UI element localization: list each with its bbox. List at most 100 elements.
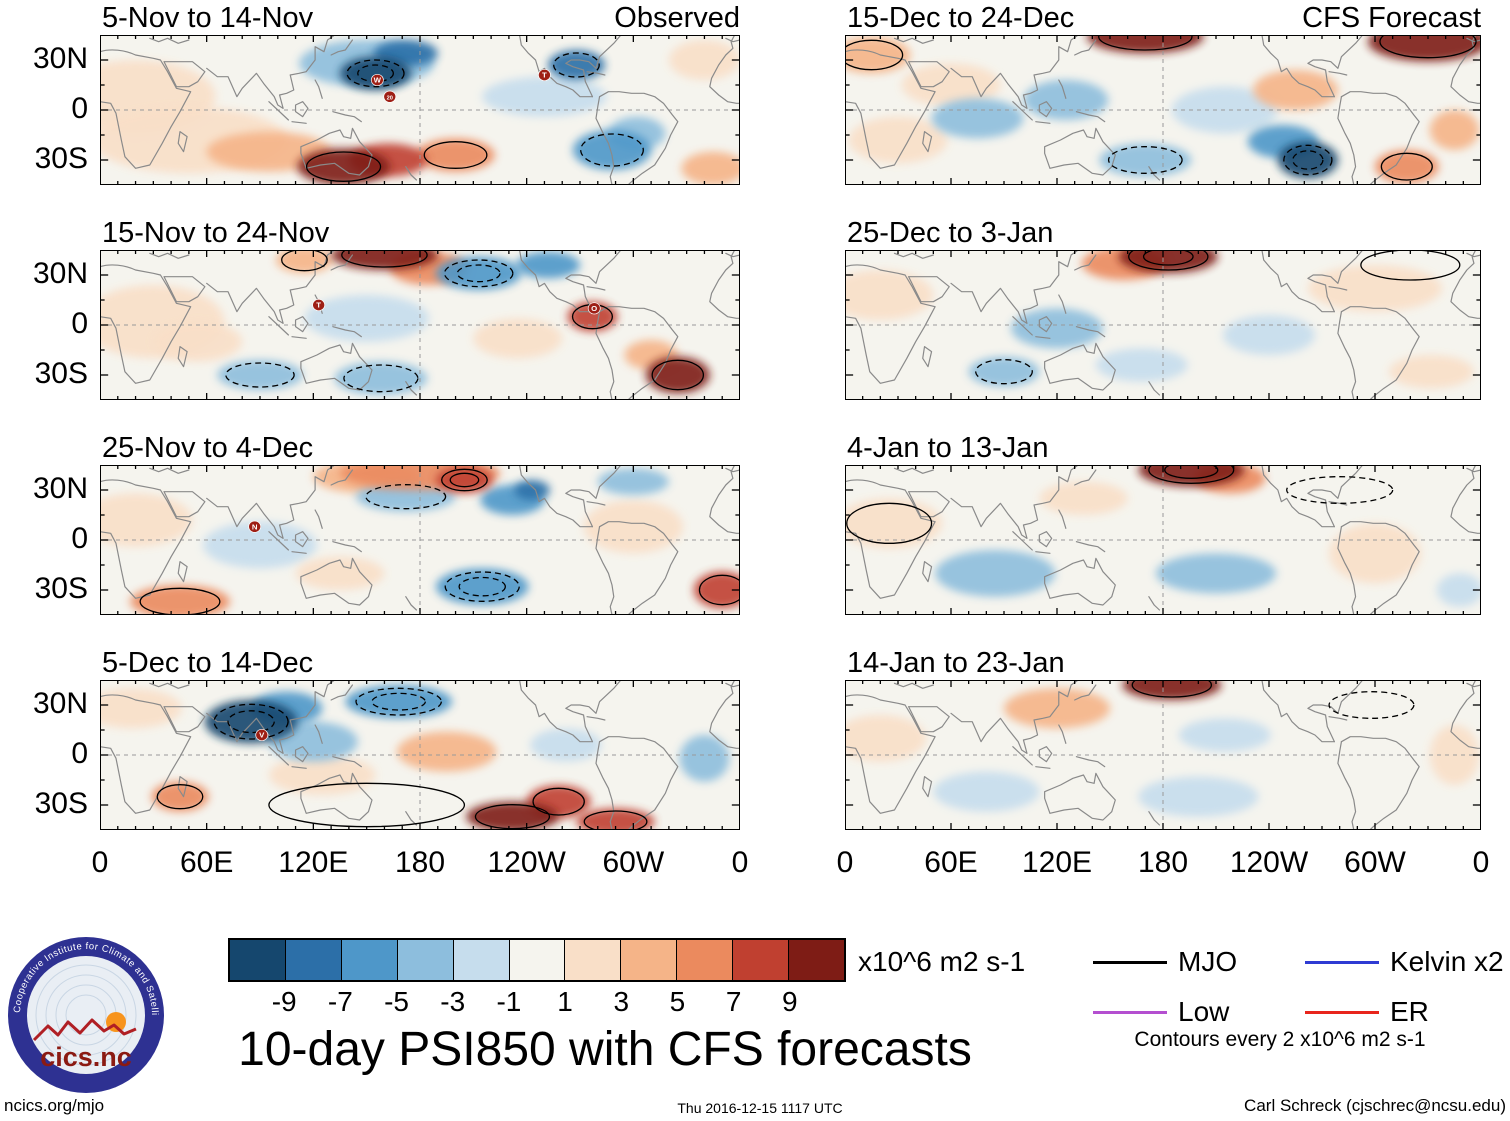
panel-corner-label: CFS Forecast — [1302, 2, 1481, 34]
colorbar-tick-label: 9 — [782, 986, 798, 1017]
y-axis-label: 30N — [32, 257, 88, 290]
legend-line-mjo — [1093, 961, 1167, 964]
x-axis-label: 180 — [394, 846, 446, 879]
y-axis-label: 30N — [32, 472, 88, 505]
contour-note: Contours every 2 x10^6 m2 s-1 — [1134, 1028, 1426, 1051]
map-canvas: N — [100, 465, 740, 615]
colorbar-cell — [452, 940, 509, 980]
legend-label: MJO — [1178, 946, 1238, 977]
x-axis-label: 0 — [91, 846, 109, 879]
x-axis-label: 0 — [1472, 846, 1490, 879]
legend-label: Low — [1178, 996, 1230, 1027]
colorbar-cell — [564, 940, 621, 980]
map-panel: N — [100, 465, 740, 615]
legend-line-low — [1093, 1011, 1167, 1014]
x-axis-label: 0 — [836, 846, 854, 879]
panel-title: 5-Dec to 14-Dec — [102, 647, 314, 679]
y-axis-label: 0 — [71, 92, 88, 125]
x-axis-label: 120E — [1021, 846, 1093, 879]
map-panel: W 20 T — [100, 35, 740, 185]
map-canvas — [845, 250, 1481, 400]
map-canvas — [845, 680, 1481, 830]
y-axis-label: 30S — [34, 787, 88, 820]
logo-inner-disc — [27, 956, 145, 1074]
svg-text:T: T — [542, 71, 547, 80]
colorbar-cell — [676, 940, 733, 980]
x-axis-label: 120W — [487, 846, 566, 879]
colorbar-tick-label: 7 — [725, 986, 742, 1017]
panel-title: 4-Jan to 13-Jan — [847, 432, 1049, 464]
svg-text:O: O — [591, 304, 597, 313]
map-panel: V — [100, 680, 740, 830]
colorbar-cell — [284, 940, 341, 980]
colorbar-tick-label: -3 — [440, 986, 466, 1017]
footer-url: ncics.org/mjo — [4, 1096, 105, 1115]
y-axis-label: 0 — [71, 737, 88, 770]
y-axis-label: 30S — [34, 357, 88, 390]
legend-line-er — [1305, 1011, 1379, 1014]
panel-corner-label: Observed — [614, 2, 740, 34]
colorbar-cell — [508, 940, 565, 980]
storm-marker-icon: W — [370, 74, 384, 87]
panel-title: 25-Dec to 3-Jan — [847, 217, 1054, 249]
x-axis-label: 60W — [602, 846, 665, 879]
storm-marker-icon: V — [255, 729, 269, 742]
map-panel — [845, 250, 1481, 400]
x-axis-label: 0 — [731, 846, 749, 879]
footer-author: Carl Schreck (cjschrec@ncsu.edu) — [1244, 1096, 1506, 1115]
colorbar-tick-label: -9 — [271, 986, 297, 1017]
map-panel — [845, 680, 1481, 830]
panel-title: 5-Nov to 14-Nov — [102, 2, 314, 34]
x-axis-label: 60E — [924, 846, 978, 879]
storm-marker-icon: N — [248, 520, 262, 533]
map-canvas: W 20 T — [100, 35, 740, 185]
x-axis-label: 60E — [179, 846, 234, 879]
svg-text:V: V — [259, 731, 264, 740]
storm-marker-icon: 20 — [383, 90, 397, 103]
y-axis-label: 30S — [34, 572, 88, 605]
colorbar-tick-label: 3 — [613, 986, 630, 1017]
legend-line-kelvin-x2 — [1305, 961, 1379, 964]
svg-text:20: 20 — [387, 95, 393, 101]
x-axis-label: 60W — [1344, 846, 1406, 879]
legend-label: Kelvin x2 — [1390, 946, 1504, 977]
footer-timestamp: Thu 2016-12-15 1117 UTC — [677, 1100, 843, 1116]
svg-text:N: N — [252, 523, 258, 532]
y-axis-label: 0 — [71, 307, 88, 340]
panel-title: 14-Jan to 23-Jan — [847, 647, 1065, 679]
colorbar-tick-label: 1 — [557, 986, 573, 1017]
y-axis-label: 30N — [32, 687, 88, 720]
cics-logo: cics.nc Cooperative Institute for Climat… — [4, 930, 164, 1093]
map-panel — [845, 465, 1481, 615]
storm-marker-icon: T — [312, 299, 326, 312]
colorbar-cell — [788, 940, 844, 980]
y-axis-label: 30S — [34, 142, 88, 175]
colorbar — [228, 938, 846, 982]
colorbar-cell — [396, 940, 453, 980]
y-axis-label: 30N — [32, 42, 88, 75]
figure-title: 10-day PSI850 with CFS forecasts — [238, 1023, 972, 1076]
logo-wordmark: cics.nc — [40, 1042, 132, 1072]
x-axis-label: 120E — [278, 846, 349, 879]
legend-label: ER — [1390, 996, 1429, 1027]
y-axis-label: 0 — [71, 522, 88, 555]
panel-title: 15-Nov to 24-Nov — [102, 217, 330, 249]
map-canvas: V — [100, 680, 740, 830]
panel-title: 15-Dec to 24-Dec — [847, 2, 1075, 34]
x-axis-label: 180 — [1137, 846, 1189, 879]
colorbar-tick-label: -7 — [327, 986, 353, 1017]
panel-title: 25-Nov to 4-Dec — [102, 432, 314, 464]
svg-text:T: T — [316, 301, 321, 310]
colorbar-units-label: x10^6 m2 s-1 — [858, 946, 1026, 977]
colorbar-tick-label: -1 — [496, 986, 522, 1017]
map-canvas — [845, 35, 1481, 185]
map-panel — [845, 35, 1481, 185]
storm-marker-icon: T — [538, 69, 551, 82]
colorbar-cell — [230, 940, 285, 980]
svg-text:W: W — [374, 76, 382, 85]
colorbar-tick-label: -5 — [384, 986, 409, 1017]
colorbar-cell — [732, 940, 789, 980]
